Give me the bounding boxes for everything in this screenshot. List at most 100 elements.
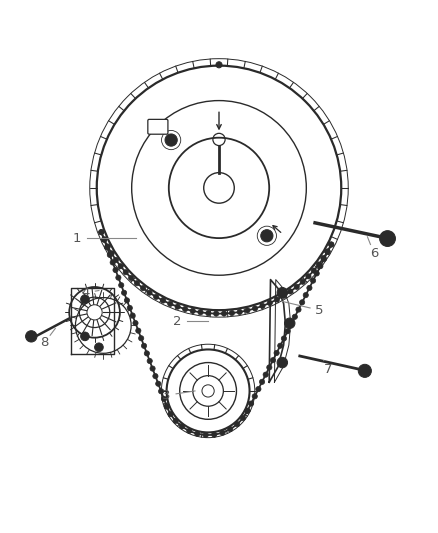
Circle shape [267,365,272,370]
Circle shape [155,381,161,386]
Circle shape [168,411,173,417]
Circle shape [123,270,128,275]
Circle shape [277,357,288,368]
Circle shape [274,350,279,356]
Text: 4: 4 [81,286,90,299]
Circle shape [316,262,321,267]
Circle shape [104,245,110,250]
Circle shape [206,311,211,316]
Circle shape [81,295,89,304]
Text: 5: 5 [315,304,324,317]
Text: 3: 3 [162,389,171,402]
Circle shape [124,298,130,303]
Circle shape [245,308,250,313]
Circle shape [294,284,299,289]
Circle shape [245,408,250,414]
Circle shape [234,422,240,427]
Circle shape [25,330,37,342]
Circle shape [256,386,261,392]
Circle shape [252,306,258,311]
Circle shape [113,257,119,263]
Circle shape [307,285,312,290]
Text: 6: 6 [370,247,378,260]
Circle shape [303,293,308,298]
Circle shape [285,318,295,328]
Circle shape [220,430,225,435]
Circle shape [116,275,121,280]
Circle shape [159,389,164,394]
Circle shape [99,230,104,235]
Circle shape [361,367,368,374]
Circle shape [314,271,319,276]
FancyBboxPatch shape [148,119,168,134]
Circle shape [121,290,127,295]
Circle shape [248,401,254,406]
Circle shape [161,396,166,401]
Circle shape [328,242,334,247]
Circle shape [311,278,316,283]
Circle shape [296,307,301,312]
Circle shape [321,255,326,261]
Circle shape [380,231,396,246]
Circle shape [212,432,217,437]
Circle shape [285,329,290,334]
Circle shape [252,394,258,399]
Circle shape [300,279,305,285]
Text: 1: 1 [73,232,81,245]
Circle shape [306,274,311,279]
Circle shape [150,366,155,371]
Circle shape [195,431,200,437]
Circle shape [261,230,273,242]
Circle shape [321,256,327,262]
Circle shape [130,313,135,318]
Circle shape [128,275,134,280]
Circle shape [281,293,286,298]
Circle shape [274,297,279,302]
Circle shape [288,289,293,294]
Circle shape [127,305,132,311]
Circle shape [222,311,227,316]
Circle shape [138,336,144,341]
Circle shape [113,268,118,273]
Circle shape [214,311,219,316]
Circle shape [228,426,233,432]
Circle shape [311,268,316,273]
Circle shape [168,301,173,306]
Circle shape [147,290,152,295]
Circle shape [383,234,392,243]
Circle shape [292,314,297,319]
Circle shape [105,244,110,249]
Circle shape [109,251,114,256]
Circle shape [147,358,152,364]
Circle shape [153,374,158,379]
Circle shape [240,415,246,421]
Circle shape [110,260,115,265]
Circle shape [141,286,146,291]
Circle shape [107,252,113,257]
Circle shape [95,343,103,352]
Circle shape [102,237,107,243]
Circle shape [277,287,288,298]
Circle shape [190,308,195,313]
Circle shape [203,432,208,438]
Circle shape [102,237,107,242]
Circle shape [183,306,188,312]
Circle shape [136,328,141,333]
Circle shape [358,364,371,377]
Circle shape [281,336,286,341]
Text: 8: 8 [40,336,49,350]
Circle shape [237,309,242,314]
Circle shape [154,294,159,300]
Circle shape [328,242,334,247]
Circle shape [99,230,104,235]
Circle shape [81,332,89,341]
Circle shape [229,310,234,316]
Circle shape [144,351,149,356]
Circle shape [267,300,272,305]
Circle shape [175,304,180,309]
Circle shape [134,280,140,286]
Circle shape [260,303,265,309]
Circle shape [198,310,203,315]
Circle shape [259,379,265,384]
Circle shape [173,418,178,423]
